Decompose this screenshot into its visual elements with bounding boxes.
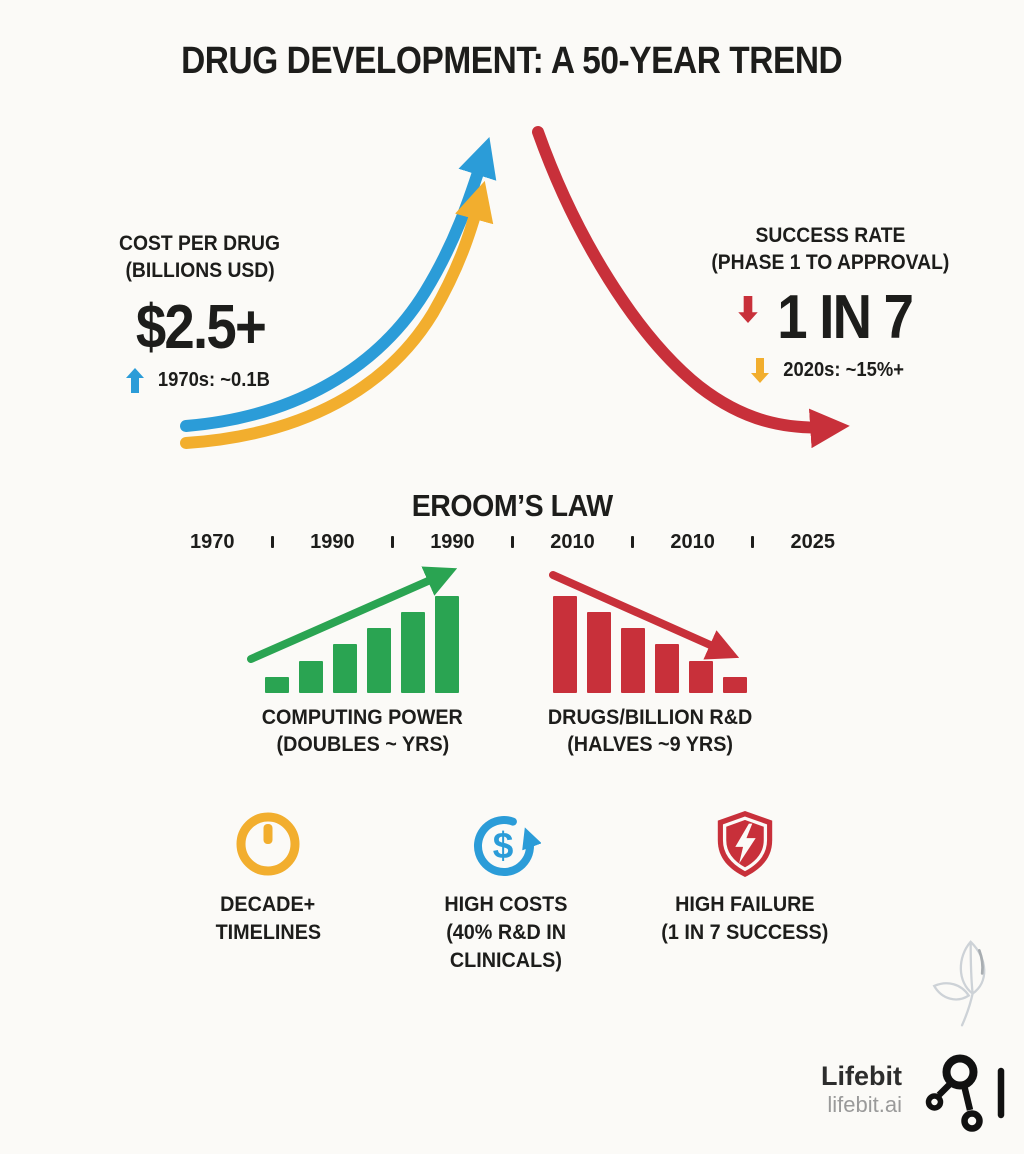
cost-stat-heading-line1: COST PER DRUG [119, 232, 281, 255]
drugs-per-billion-bar-chart [553, 596, 747, 693]
clock-icon [166, 808, 370, 880]
bar [265, 677, 289, 693]
timeline-year: 1990 [310, 530, 355, 553]
molecule-network-icon [925, 1054, 1005, 1132]
success-stat-value-row: 1 IN 7 [680, 286, 980, 350]
factor-high-failure-label: HIGH FAILURE (1 IN 7 SUCCESS) [661, 892, 829, 944]
brand-url[interactable]: lifebit.ai [827, 1092, 902, 1117]
bar [367, 628, 391, 693]
bar [655, 644, 679, 693]
arrow-down-icon [750, 358, 769, 383]
eroom-law-title: EROOM’S LAW [411, 488, 613, 523]
factor-high-costs-label: HIGH COSTS (40% R&D IN CLINICALS) [444, 892, 568, 972]
timeline: 1970 1990 1990 2010 2010 2025 [190, 529, 835, 555]
success-stat-note: 2020s: ~15%+ [680, 358, 980, 383]
dollar-cycle-icon: $ [473, 816, 541, 877]
timeline-year: 2010 [550, 530, 595, 553]
shield-bolt-icon [717, 810, 773, 878]
success-stat-heading-line2: (PHASE 1 TO APPROVAL) [711, 251, 949, 274]
success-stat-note-text: 2020s: ~15%+ [783, 359, 904, 381]
success-stat-block: SUCCESS RATE (PHASE 1 TO APPROVAL) 1 IN … [680, 222, 980, 383]
timeline-year: 1990 [430, 530, 475, 553]
factor-timelines: DECADE+ TIMELINES [166, 808, 370, 946]
arrow-up-icon [125, 368, 144, 393]
bar [621, 628, 645, 693]
page-title: DRUG DEVELOPMENT: A 50-YEAR TREND [0, 40, 1024, 83]
bar [587, 612, 611, 693]
timeline-tick [510, 536, 514, 548]
bar [689, 661, 713, 693]
clock-icon [236, 812, 300, 876]
success-stat-heading: SUCCESS RATE (PHASE 1 TO APPROVAL) [680, 222, 980, 276]
bar [299, 661, 323, 693]
page-title-text: DRUG DEVELOPMENT: A 50-YEAR TREND [181, 40, 843, 82]
footer-brand-block: Lifebit lifebit.ai [760, 1061, 902, 1118]
factor-high-costs: $ HIGH COSTS (40% R&D IN CLINICALS) [404, 808, 608, 974]
cost-stat-note-text: 1970s: ~0.1B [157, 369, 270, 391]
cost-stat-note: 1970s: ~0.1B [75, 368, 325, 393]
drugs-per-billion-label: DRUGS/BILLION R&D (HALVES ~9 YRS) [548, 705, 753, 756]
bar [723, 677, 747, 693]
success-stat-value: 1 IN 7 [777, 283, 914, 352]
timeline-tick [751, 536, 755, 548]
timeline-tick [270, 536, 274, 548]
computing-power-bar-chart [265, 596, 459, 693]
bar [435, 596, 459, 693]
timeline-year: 2010 [670, 530, 715, 553]
leaf-icon [932, 940, 986, 1027]
timeline-year: 1970 [190, 530, 235, 553]
bar [553, 596, 577, 693]
factor-timelines-label: DECADE+ TIMELINES [215, 892, 321, 944]
cost-stat-value: $2.5+ [135, 293, 266, 362]
timeline-tick [390, 536, 394, 548]
timeline-tick [631, 536, 635, 548]
bar [333, 644, 357, 693]
dollar-symbol: $ [493, 825, 514, 866]
cost-stat-heading-line2: (BILLIONS USD) [125, 259, 275, 282]
bar [401, 612, 425, 693]
arrow-down-icon [738, 296, 759, 323]
shield-bolt-icon [643, 808, 847, 880]
timeline-year: 2025 [790, 530, 835, 553]
cost-stat-block: COST PER DRUG (BILLIONS USD) $2.5+ 1970s… [75, 230, 325, 393]
brand-name: Lifebit [821, 1061, 902, 1091]
cost-stat-heading: COST PER DRUG (BILLIONS USD) [75, 230, 325, 284]
success-stat-heading-line1: SUCCESS RATE [755, 224, 905, 247]
factor-high-failure: HIGH FAILURE (1 IN 7 SUCCESS) [643, 808, 847, 946]
dollar-cycle-icon: $ [404, 808, 608, 880]
computing-power-label: COMPUTING POWER (DOUBLES ~ YRS) [261, 705, 464, 756]
